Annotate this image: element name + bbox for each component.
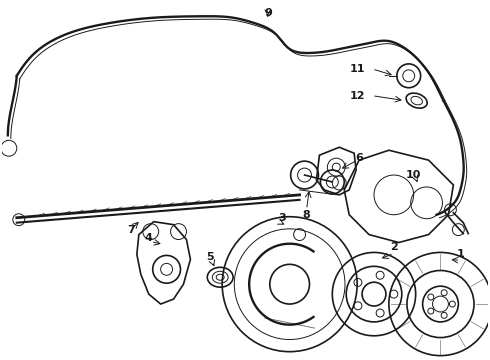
Text: 8: 8 bbox=[303, 210, 310, 220]
Text: 9: 9 bbox=[264, 8, 272, 18]
Text: 7: 7 bbox=[127, 225, 135, 235]
Text: 4: 4 bbox=[145, 233, 153, 243]
Text: 11: 11 bbox=[349, 64, 365, 74]
Text: 1: 1 bbox=[457, 249, 464, 260]
Text: 12: 12 bbox=[349, 91, 365, 101]
Text: 2: 2 bbox=[390, 243, 398, 252]
Text: 6: 6 bbox=[355, 153, 363, 163]
Text: 3: 3 bbox=[278, 213, 286, 223]
Text: 5: 5 bbox=[206, 252, 214, 262]
Text: 10: 10 bbox=[406, 170, 421, 180]
